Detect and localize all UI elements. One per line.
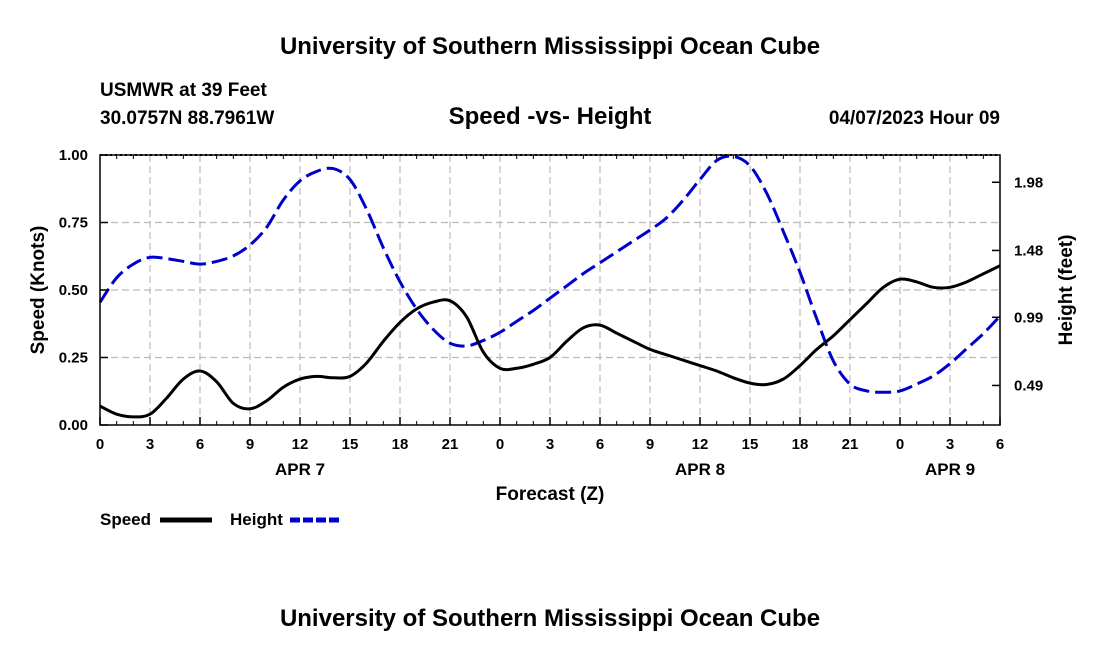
y-tick-label: 1.00: [59, 147, 88, 164]
y2-axis-ticks: 0.49 0.99 1.48 1.98: [992, 174, 1043, 394]
x-tick-label: 15: [742, 436, 759, 453]
x-tick-label: 3: [946, 436, 954, 453]
series-line-height: [98, 154, 1002, 394]
x-axis-ticks: 0 3 6 9 12 15 18 21 0 3 6 9 12 15 18 21 0 3 6: [96, 155, 1004, 453]
y-axis-title: Speed (Knots): [28, 226, 49, 355]
day-label: APR 9: [925, 460, 975, 479]
x-tick-label: 12: [692, 436, 709, 453]
y2-tick-label: 1.48: [1014, 242, 1043, 259]
y2-tick-label: 0.49: [1014, 377, 1043, 394]
legend-height-label: Height: [230, 510, 283, 529]
y-tick-label: 0.75: [59, 215, 88, 232]
forecast-date: 04/07/2023 Hour 09: [829, 108, 1000, 129]
x-tick-label: 0: [496, 436, 504, 453]
day-label: APR 8: [675, 460, 725, 479]
y-tick-label: 0.25: [59, 350, 88, 367]
x-tick-label: 9: [646, 436, 654, 453]
x-tick-label: 18: [392, 436, 409, 453]
series-line-speed: [99, 264, 1001, 419]
x-tick-label: 6: [596, 436, 604, 453]
x-axis-title: Forecast (Z): [496, 484, 605, 505]
x-tick-label: 12: [292, 436, 309, 453]
x-tick-label: 6: [196, 436, 204, 453]
x-tick-label: 6: [996, 436, 1004, 453]
legend-speed-label: Speed: [100, 510, 151, 529]
day-labels: APR 7 APR 8 APR 9: [275, 460, 975, 479]
station-label: USMWR at 39 Feet: [100, 80, 267, 101]
grid-lines: [100, 155, 1000, 425]
day-label: APR 7: [275, 460, 325, 479]
y-tick-label: 0.00: [59, 417, 88, 434]
x-tick-label: 21: [842, 436, 859, 453]
station-coords: 30.0757N 88.7961W: [100, 108, 274, 129]
chart-title: Speed -vs- Height: [449, 103, 652, 130]
x-tick-label: 18: [792, 436, 809, 453]
x-tick-label: 9: [246, 436, 254, 453]
page-title-top: University of Southern Mississippi Ocean…: [280, 33, 820, 60]
x-tick-label: 3: [146, 436, 154, 453]
legend: Speed Height: [100, 510, 342, 529]
x-tick-label: 0: [896, 436, 904, 453]
y2-axis-title: Height (feet): [1056, 235, 1077, 346]
x-tick-label: 0: [96, 436, 104, 453]
x-tick-label: 21: [442, 436, 459, 453]
page-title-bottom: University of Southern Mississippi Ocean…: [280, 605, 820, 632]
x-tick-label: 3: [546, 436, 554, 453]
y-axis-ticks: 0.00 0.25 0.50 0.75 1.00: [59, 147, 108, 434]
y2-tick-label: 0.99: [1014, 309, 1043, 326]
series-lines: [98, 154, 1002, 419]
y2-tick-label: 1.98: [1014, 174, 1043, 191]
y-tick-label: 0.50: [59, 282, 88, 299]
x-tick-label: 15: [342, 436, 359, 453]
